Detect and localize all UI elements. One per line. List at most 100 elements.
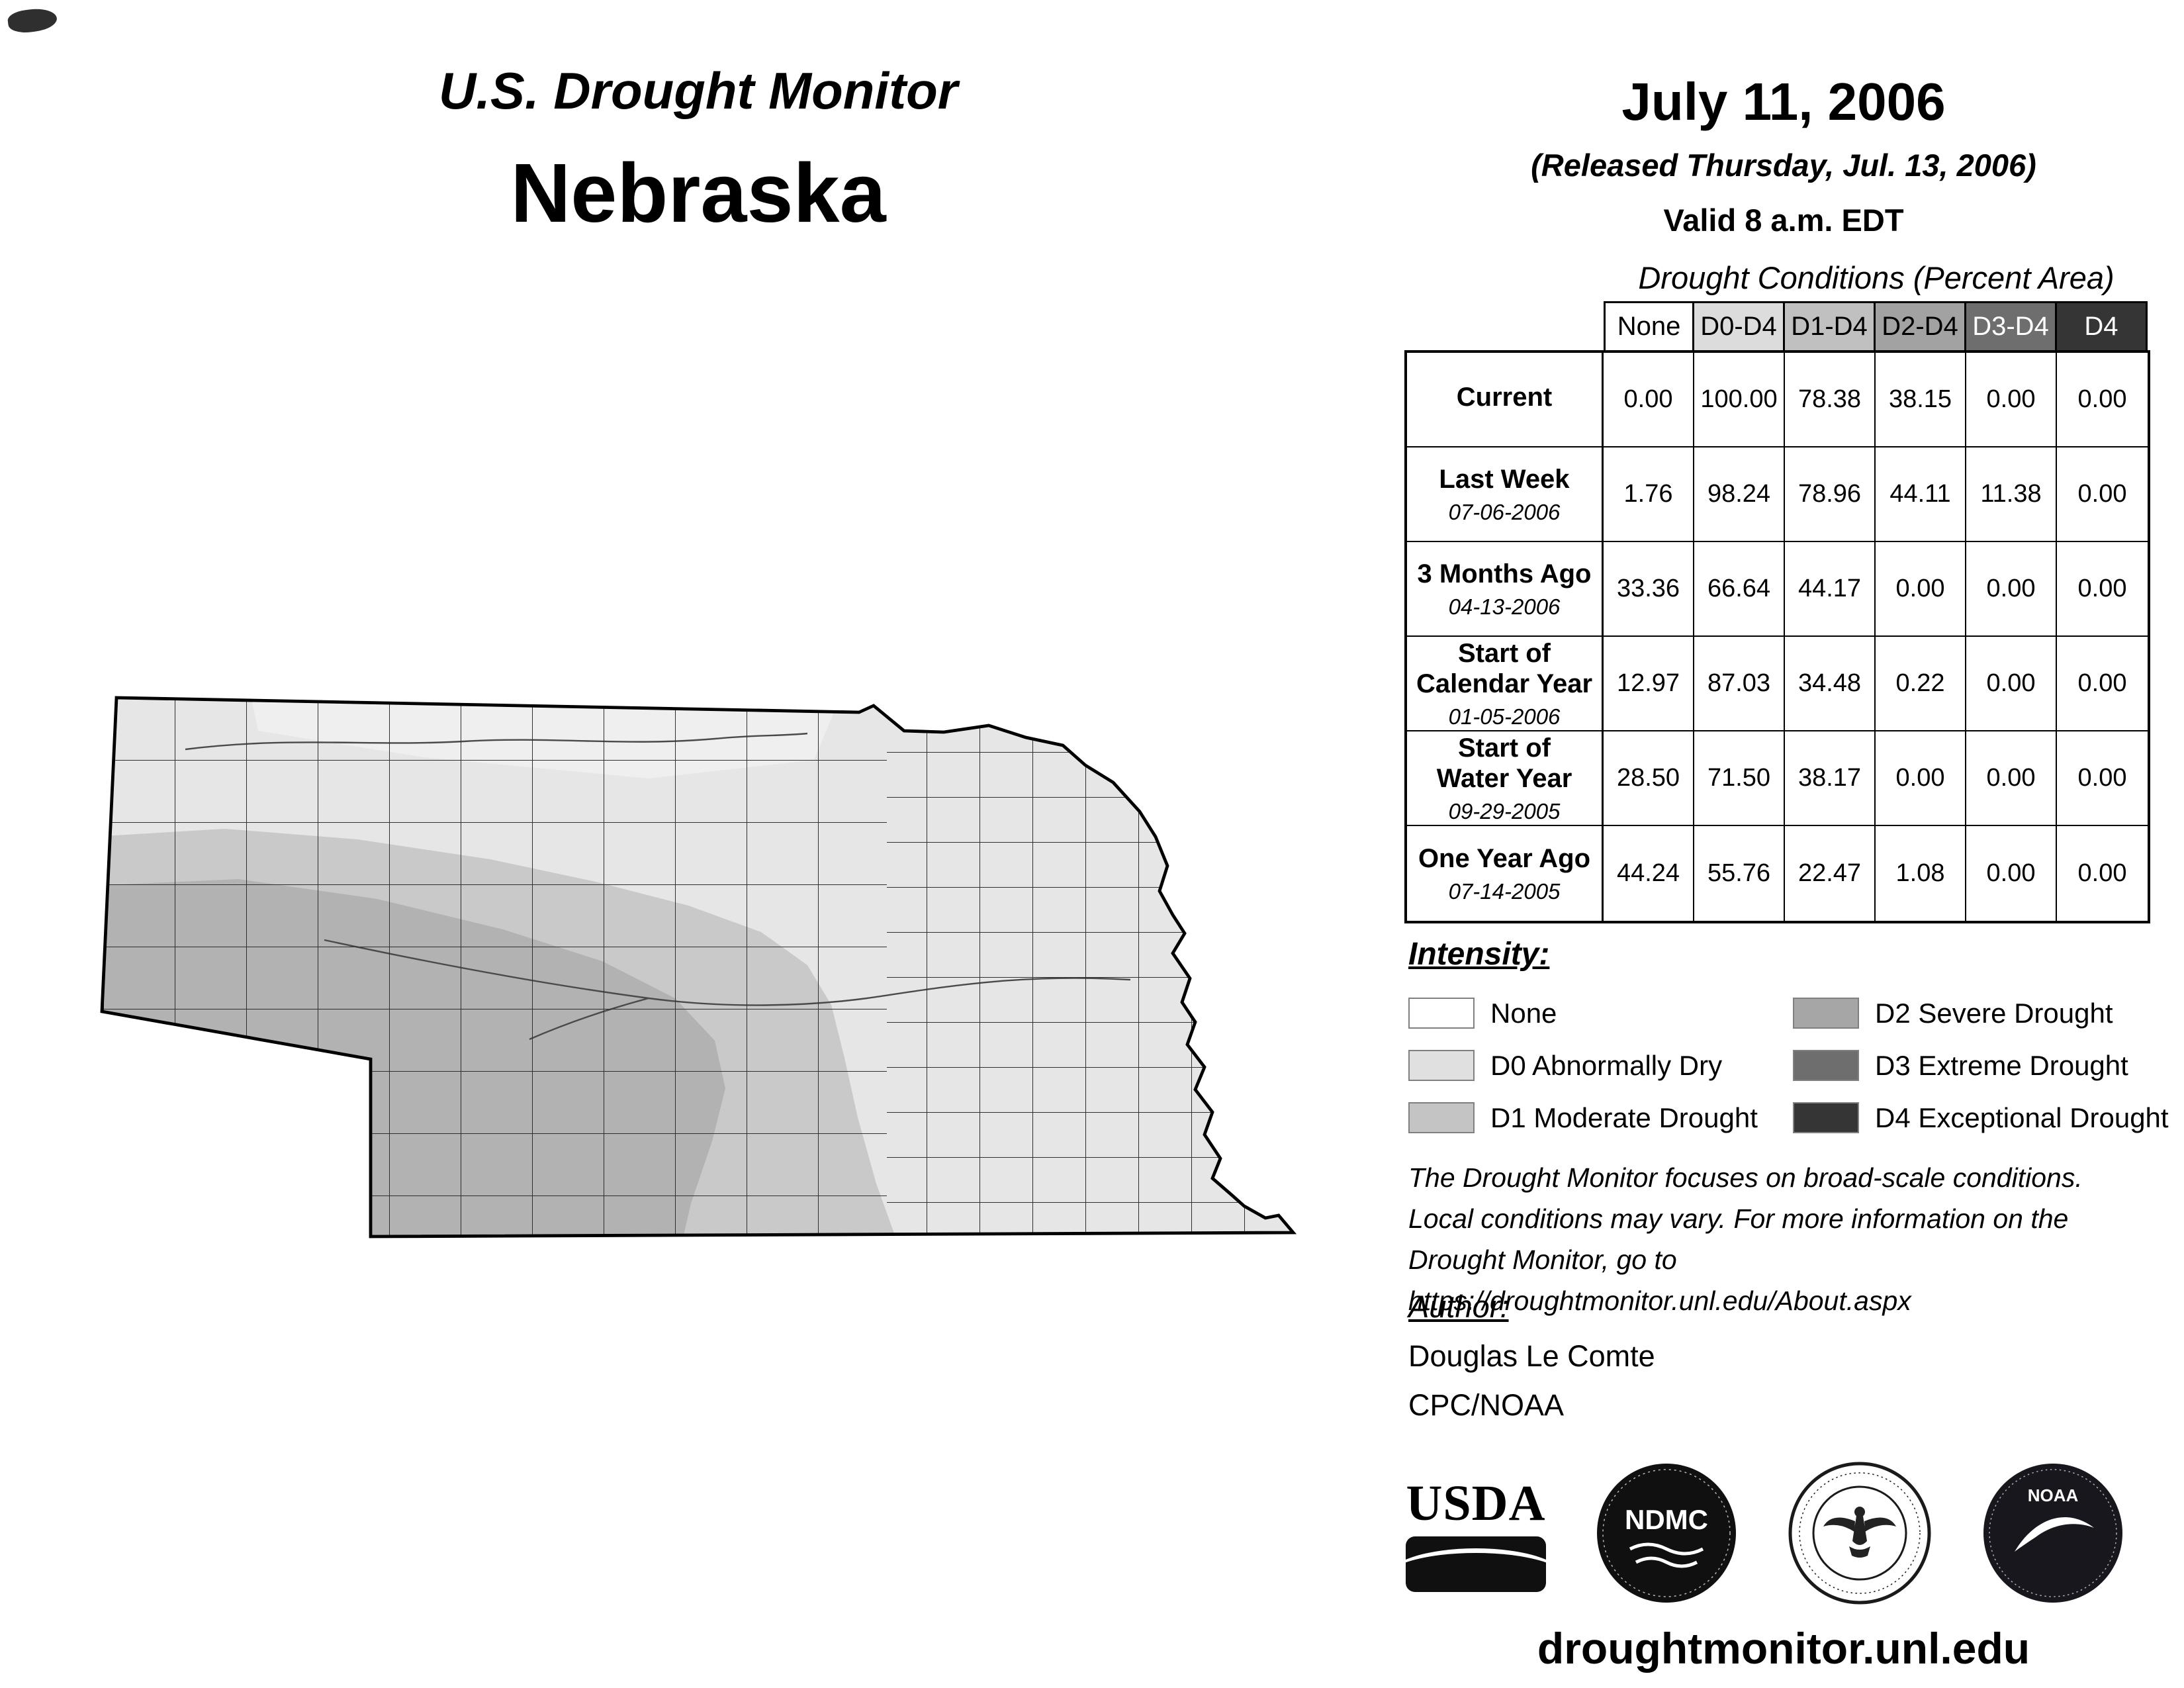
disclaimer-line-3: Drought Monitor, go to https://droughtmo… — [1408, 1244, 1911, 1316]
svg-text:NOAA: NOAA — [2028, 1485, 2079, 1505]
legend-swatch-d3 — [1793, 1050, 1859, 1081]
legend-swatch-d0 — [1408, 1050, 1475, 1081]
usda-swoosh — [1406, 1536, 1546, 1592]
table-value: 0.00 — [2077, 859, 2127, 887]
table-value: 0.00 — [1966, 731, 2057, 826]
table-value: 1.08 — [1876, 826, 1966, 921]
legend-column-right: D2 Severe Drought D3 Extreme Drought D4 … — [1793, 998, 2169, 1154]
col-header-d2d4: D2-D4 — [1876, 301, 1966, 350]
svg-text:NDMC: NDMC — [1625, 1504, 1708, 1535]
table-value: 0.00 — [1966, 637, 2057, 731]
legend-swatch-d4 — [1793, 1102, 1859, 1133]
row-label-start-calendar-year: Start of Calendar Year 01-05-2006 — [1407, 637, 1604, 731]
table-value: 44.24 — [1604, 826, 1694, 921]
table-value: 33.36 — [1604, 542, 1694, 637]
table-value: 0.00 — [2057, 731, 2148, 826]
release-date: (Released Thursday, Jul. 13, 2006) — [1531, 148, 2036, 183]
usda-logo: USDA — [1406, 1475, 1546, 1592]
legend-swatch-d1 — [1408, 1102, 1475, 1133]
dept-of-commerce-logo — [1788, 1462, 1931, 1605]
valid-time: Valid 8 a.m. EDT — [1663, 203, 1904, 238]
col-header-d3d4: D3-D4 — [1966, 301, 2057, 350]
table-value: 100.00 — [1694, 353, 1785, 447]
table-value: 38.15 — [1876, 353, 1966, 447]
disclaimer-line-2: Local conditions may vary. For more info… — [1408, 1203, 2069, 1234]
map-date: July 11, 2006 — [1621, 72, 1946, 131]
table-value: 0.00 — [1966, 826, 2057, 921]
title-block: U.S. Drought Monitor Nebraska — [0, 61, 1396, 241]
col-header-d1d4: D1-D4 — [1785, 301, 1876, 350]
legend-column-left: None D0 Abnormally Dry D1 Moderate Droug… — [1408, 998, 1793, 1154]
table-value: 71.50 — [1694, 731, 1785, 826]
author-block: Author: Douglas Le Comte CPC/NOAA — [1408, 1288, 1655, 1423]
table-value: 0.00 — [1966, 353, 2057, 447]
nebraska-drought-map — [93, 680, 1337, 1250]
report-title: U.S. Drought Monitor — [438, 62, 958, 120]
date-block: July 11, 2006 (Released Thursday, Jul. 1… — [1420, 71, 2148, 238]
table-value: 28.50 — [1604, 731, 1694, 826]
table-value: 55.76 — [1694, 826, 1785, 921]
table-value: 0.22 — [1876, 637, 1966, 731]
table-value: 66.64 — [1694, 542, 1785, 637]
row-label-last-week: Last Week 07-06-2006 — [1407, 447, 1604, 542]
table-value: 0.00 — [1966, 542, 2057, 637]
row-label-one-year-ago: One Year Ago 07-14-2005 — [1407, 826, 1604, 921]
table-caption: Drought Conditions (Percent Area) — [1638, 260, 2115, 295]
col-header-d4: D4 — [2057, 301, 2148, 350]
table-value: 22.47 — [1785, 826, 1876, 921]
disclaimer-line-1: The Drought Monitor focuses on broad-sca… — [1408, 1162, 2083, 1193]
legend-item-d0: D0 Abnormally Dry — [1408, 1050, 1793, 1081]
table-corner — [1404, 301, 1604, 350]
noaa-logo: NOAA — [1983, 1464, 2122, 1603]
legend-item-d4: D4 Exceptional Drought — [1793, 1102, 2169, 1133]
col-header-none: None — [1604, 301, 1694, 350]
legend-item-d3: D3 Extreme Drought — [1793, 1050, 2156, 1081]
corner-mark — [7, 6, 58, 35]
disclaimer: The Drought Monitor focuses on broad-sca… — [1408, 1157, 2184, 1321]
logo-row: USDA NDMC NOAA — [1406, 1454, 2126, 1613]
table-value: 0.00 — [2057, 353, 2148, 447]
author-name: Douglas Le Comte — [1408, 1339, 1655, 1373]
author-title: Author: — [1408, 1289, 1509, 1324]
eagle-emblem — [1823, 1507, 1896, 1558]
table-value: 98.24 — [1694, 447, 1785, 542]
state-name: Nebraska — [510, 146, 886, 240]
table-value: 0.00 — [2057, 447, 2148, 542]
table-value: 0.00 — [1876, 731, 1966, 826]
row-label-current: Current — [1407, 353, 1604, 447]
table-value: 78.96 — [1785, 447, 1876, 542]
table-value: 44.17 — [1785, 542, 1876, 637]
table-value: 0.00 — [1876, 542, 1966, 637]
table-header-row: None D0-D4 D1-D4 D2-D4 D3-D4 D4 — [1404, 301, 2150, 350]
drought-conditions-table: None D0-D4 D1-D4 D2-D4 D3-D4 D4 Current … — [1404, 301, 2150, 923]
county-grid-east — [887, 698, 1293, 1237]
table-value: 0.00 — [2057, 637, 2148, 731]
legend-item-d2: D2 Severe Drought — [1793, 998, 2156, 1029]
table-body: Current 0.00 100.00 78.38 38.15 0.00 0.0… — [1404, 350, 2150, 923]
table-value: 78.38 — [1785, 353, 1876, 447]
intensity-legend: Intensity: None D0 Abnormally Dry D1 Mod… — [1408, 936, 2169, 1154]
row-label-3-months-ago: 3 Months Ago 04-13-2006 — [1407, 542, 1604, 637]
table-value: 0.00 — [1604, 353, 1694, 447]
row-label-start-water-year: Start of Water Year 09-29-2005 — [1407, 731, 1604, 826]
table-value: 87.03 — [1694, 637, 1785, 731]
county-grid-west — [102, 698, 887, 1237]
site-url: droughtmonitor.unl.edu — [1537, 1624, 2030, 1673]
table-value: 11.38 — [1966, 447, 2057, 542]
table-value: 12.97 — [1604, 637, 1694, 731]
legend-swatch-d2 — [1793, 998, 1859, 1029]
table-value: 38.17 — [1785, 731, 1876, 826]
table-value: 34.48 — [1785, 637, 1876, 731]
author-org: CPC/NOAA — [1408, 1388, 1565, 1422]
col-header-d0d4: D0-D4 — [1694, 301, 1785, 350]
table-value: 44.11 — [1876, 447, 1966, 542]
legend-item-none: None — [1408, 998, 1793, 1029]
legend-item-d1: D1 Moderate Drought — [1408, 1102, 1793, 1133]
noaa-bird — [2015, 1517, 2094, 1552]
legend-title: Intensity: — [1408, 937, 1550, 972]
ndmc-logo: NDMC — [1597, 1464, 1736, 1603]
table-value: 0.00 — [2057, 542, 2148, 637]
legend-swatch-none — [1408, 998, 1475, 1029]
table-value: 1.76 — [1604, 447, 1694, 542]
